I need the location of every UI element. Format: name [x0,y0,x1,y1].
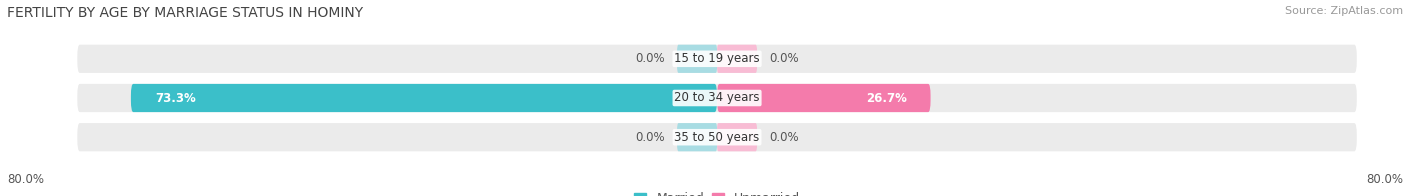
FancyBboxPatch shape [131,84,717,112]
Text: 80.0%: 80.0% [7,173,44,186]
FancyBboxPatch shape [717,123,756,151]
FancyBboxPatch shape [678,45,717,73]
Text: 0.0%: 0.0% [636,52,665,65]
FancyBboxPatch shape [717,84,931,112]
Text: Source: ZipAtlas.com: Source: ZipAtlas.com [1285,6,1403,16]
FancyBboxPatch shape [678,123,717,151]
Text: 0.0%: 0.0% [636,131,665,144]
Text: 0.0%: 0.0% [769,52,799,65]
Text: 35 to 50 years: 35 to 50 years [675,131,759,144]
Text: 26.7%: 26.7% [866,92,907,104]
Text: 20 to 34 years: 20 to 34 years [675,92,759,104]
FancyBboxPatch shape [717,45,756,73]
Text: 80.0%: 80.0% [1367,173,1403,186]
Text: 0.0%: 0.0% [769,131,799,144]
Legend: Married, Unmarried: Married, Unmarried [634,192,800,196]
FancyBboxPatch shape [77,45,1357,73]
Text: FERTILITY BY AGE BY MARRIAGE STATUS IN HOMINY: FERTILITY BY AGE BY MARRIAGE STATUS IN H… [7,6,363,20]
FancyBboxPatch shape [77,84,1357,112]
FancyBboxPatch shape [77,123,1357,151]
Text: 15 to 19 years: 15 to 19 years [675,52,759,65]
Text: 73.3%: 73.3% [155,92,195,104]
